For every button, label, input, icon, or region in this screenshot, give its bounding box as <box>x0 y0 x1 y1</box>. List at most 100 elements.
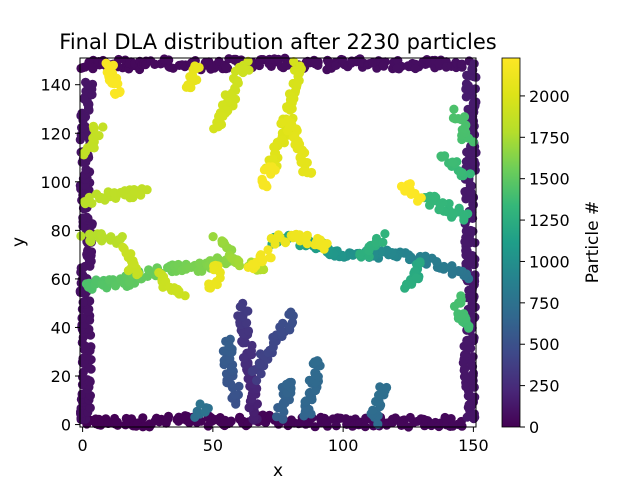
particle-point <box>200 407 210 417</box>
particle-point <box>180 291 190 301</box>
particle-point <box>150 59 160 69</box>
particle-point <box>109 79 119 89</box>
particle-point <box>217 236 227 246</box>
particle-point <box>230 389 240 400</box>
particle-point <box>243 374 253 384</box>
particle-point <box>448 421 458 431</box>
particle-point <box>312 356 322 366</box>
particle-point <box>235 412 245 422</box>
particle-point <box>183 80 193 90</box>
particle-point <box>459 124 469 134</box>
x-tick-label: 0 <box>78 436 88 455</box>
particle-point <box>373 419 383 429</box>
particle-point <box>76 231 86 241</box>
y-axis-ticks: 0 20 40 60 80 100 120 140 <box>40 76 80 435</box>
particle-point <box>464 321 474 331</box>
particle-point <box>280 237 290 247</box>
particle-point <box>447 157 457 167</box>
particle-point <box>296 157 306 167</box>
particle-point <box>102 60 112 70</box>
y-axis-label: y <box>9 237 29 247</box>
particle-point <box>252 375 262 386</box>
particle-point <box>138 413 148 423</box>
particle-point <box>221 62 231 72</box>
particle-point <box>380 229 390 239</box>
particle-point <box>115 86 125 97</box>
particle-point <box>89 143 99 153</box>
particle-point <box>319 244 329 254</box>
chart-title: Final DLA distribution after 2230 partic… <box>59 30 496 54</box>
particle-point <box>468 126 478 136</box>
particle-point <box>287 317 298 327</box>
y-tick-label: 20 <box>51 367 71 386</box>
particle-point <box>392 63 402 73</box>
y-tick-label: 0 <box>61 416 71 435</box>
particle-point <box>255 359 265 369</box>
particle-point <box>405 179 415 189</box>
particle-point <box>213 122 223 132</box>
particle-point <box>285 105 295 115</box>
particle-point <box>429 191 440 201</box>
particle-point <box>302 232 312 242</box>
particle-point <box>469 409 479 419</box>
colorbar-tick-label: 1500 <box>529 170 570 189</box>
particle-point <box>396 420 406 430</box>
particle-point <box>470 302 480 312</box>
particle-point <box>259 179 269 189</box>
particle-point <box>469 59 479 69</box>
particle-point <box>258 255 268 265</box>
particle-point <box>331 60 341 70</box>
particle-point <box>197 266 207 276</box>
particle-point <box>76 409 86 419</box>
plot-frame <box>79 57 477 428</box>
particle-point <box>468 226 478 236</box>
particle-point <box>463 335 473 345</box>
particle-point <box>464 400 474 410</box>
particle-point <box>378 60 388 70</box>
x-tick-label: 50 <box>203 436 223 455</box>
particle-point <box>85 377 95 387</box>
particle-point <box>112 417 122 427</box>
particle-point <box>164 55 174 65</box>
colorbar-label: Particle # <box>583 201 603 283</box>
particle-point <box>461 92 471 102</box>
particle-point <box>276 327 286 337</box>
particle-point <box>355 249 365 259</box>
particle-point <box>456 298 466 308</box>
particle-point <box>374 390 384 400</box>
particle-point <box>321 416 331 426</box>
particle-point <box>226 363 237 373</box>
particle-point <box>396 181 407 191</box>
particle-point <box>180 411 190 421</box>
particle-point <box>266 169 276 179</box>
particle-point <box>82 79 92 89</box>
particle-point <box>371 237 381 247</box>
y-tick-label: 120 <box>40 124 71 143</box>
particle-point <box>81 341 91 351</box>
colorbar-ticks: 0 250 500 750 1000 1250 1500 1750 2000 <box>520 87 570 437</box>
particle-point <box>278 398 288 408</box>
particle-point <box>302 239 312 249</box>
particle-point <box>437 152 447 162</box>
particle-point <box>243 306 253 316</box>
particle-point <box>368 405 378 415</box>
colorbar-tick-label: 1000 <box>529 252 570 271</box>
particle-point <box>263 245 273 255</box>
particle-point <box>204 283 214 293</box>
particle-point <box>98 122 108 132</box>
particle-point <box>150 416 160 426</box>
y-tick-label: 80 <box>51 221 71 240</box>
particle-point <box>456 167 466 177</box>
particle-point <box>82 306 92 316</box>
particle-point <box>227 253 237 263</box>
particle-point <box>283 126 293 136</box>
colorbar <box>501 57 521 428</box>
particle-point <box>404 254 415 265</box>
particle-point <box>81 164 91 174</box>
particle-point <box>97 230 107 240</box>
particle-point <box>411 273 421 283</box>
particle-point <box>116 187 126 198</box>
particle-point <box>266 253 276 263</box>
x-axis-ticks: 0 50 100 150 <box>78 427 489 455</box>
particle-point <box>465 169 475 179</box>
